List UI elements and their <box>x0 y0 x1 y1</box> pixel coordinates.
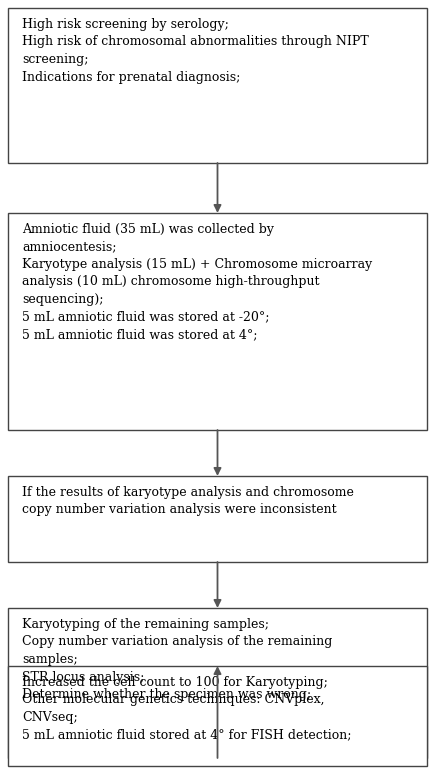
Text: If the results of karyotype analysis and chromosome
copy number variation analys: If the results of karyotype analysis and… <box>22 486 353 516</box>
Text: Increased the cell count to 100 for Karyotyping;
Other molecular genetics techni: Increased the cell count to 100 for Kary… <box>22 676 351 741</box>
Bar <box>8 608 426 758</box>
Bar <box>8 213 426 430</box>
Text: High risk screening by serology;
High risk of chromosomal abnormalities through : High risk screening by serology; High ri… <box>22 18 368 84</box>
Text: Karyotyping of the remaining samples;
Copy number variation analysis of the rema: Karyotyping of the remaining samples; Co… <box>22 618 332 701</box>
Bar <box>8 666 426 766</box>
Bar <box>8 476 426 562</box>
Bar <box>8 8 426 163</box>
Text: Amniotic fluid (35 mL) was collected by
amniocentesis;
Karyotype analysis (15 mL: Amniotic fluid (35 mL) was collected by … <box>22 223 372 341</box>
